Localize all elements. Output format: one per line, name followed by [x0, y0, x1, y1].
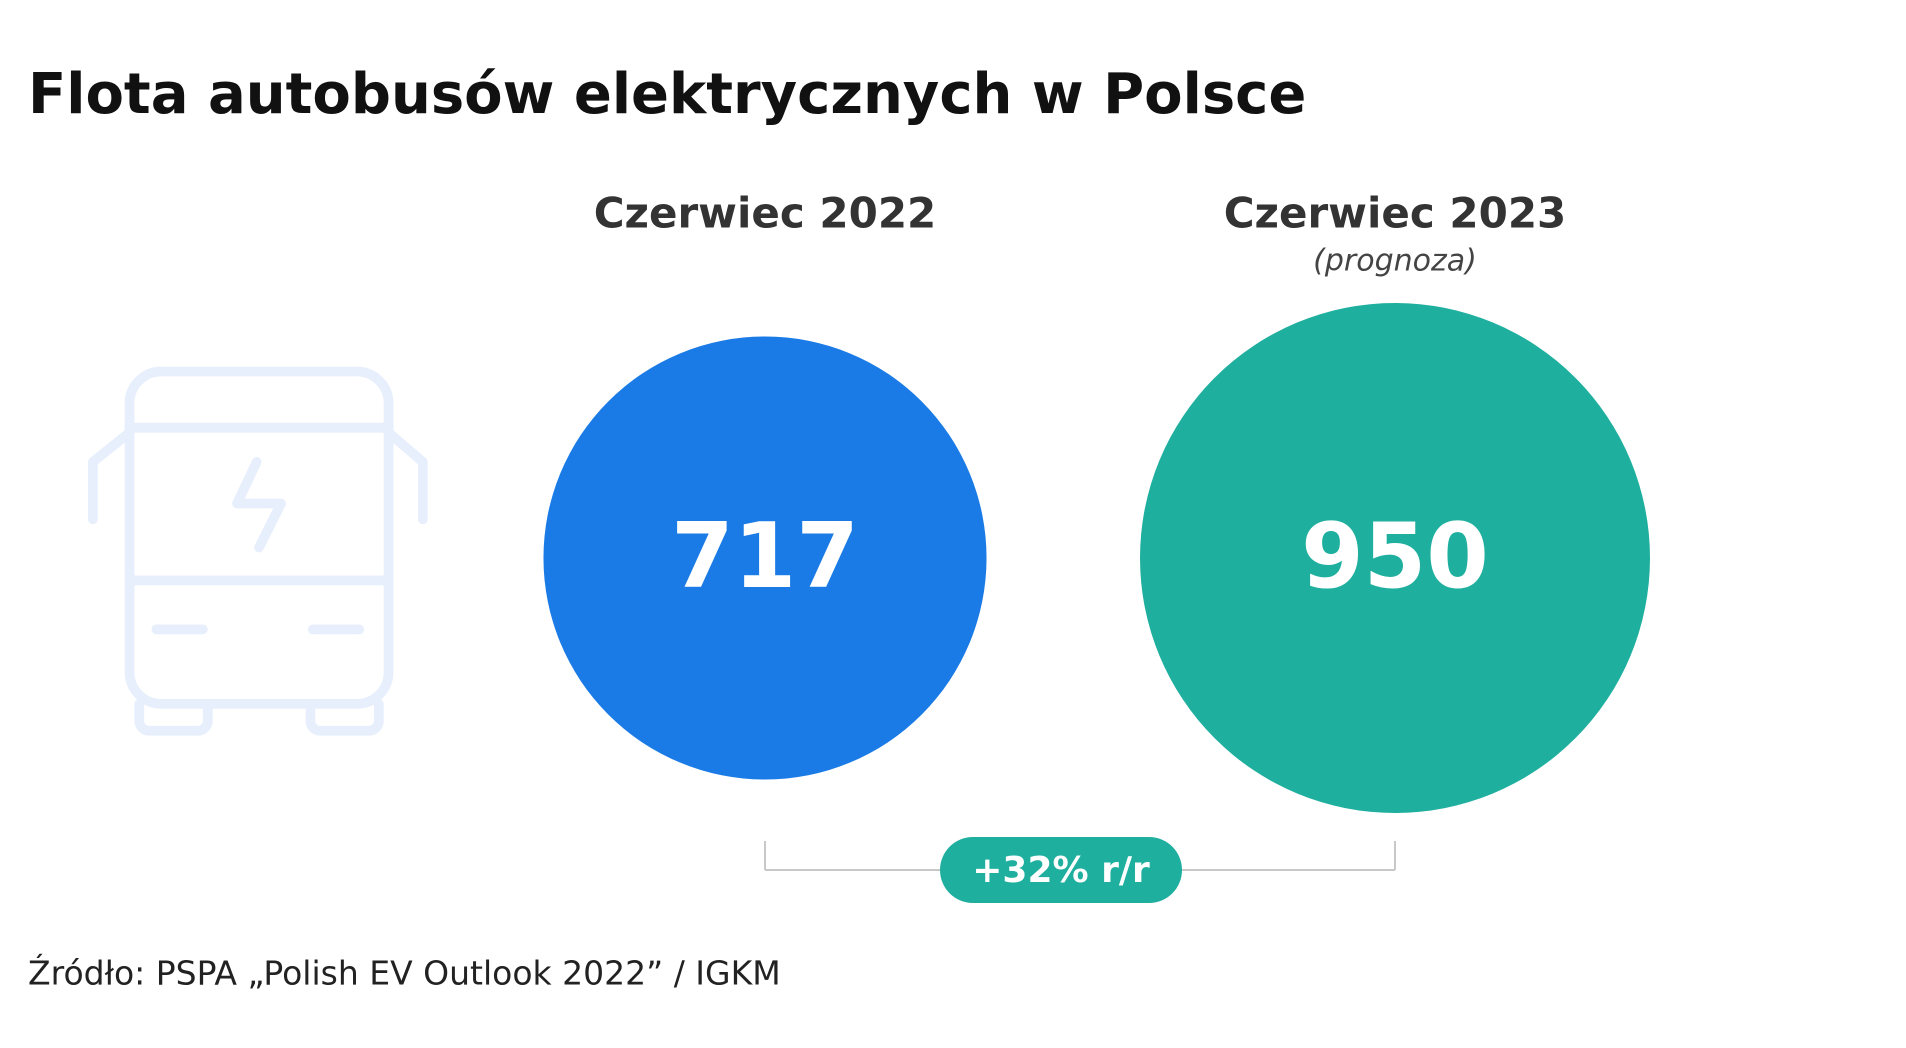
category-label: Czerwiec 2023 — [1224, 189, 1567, 238]
bubbles: 717 Czerwiec 2022 950 Czerwiec 2023 (prognoz… — [543, 189, 1650, 813]
annotation: +32% r/r — [972, 850, 1150, 891]
annotation-pill — [940, 837, 1182, 903]
value-label: 950 — [1301, 504, 1489, 609]
category-note: (prognoza) — [1313, 244, 1477, 279]
value-label: 717 — [671, 504, 859, 609]
bubble — [543, 336, 987, 780]
source: Źródło: PSPA „Polish EV Outlook 2022” / … — [28, 953, 781, 993]
bus-icon — [87, 366, 428, 736]
category-label: Czerwiec 2022 — [594, 189, 937, 238]
chart-title: Flota autobusów elektrycznych w Polsce — [28, 62, 1306, 127]
bubble — [1140, 303, 1650, 813]
